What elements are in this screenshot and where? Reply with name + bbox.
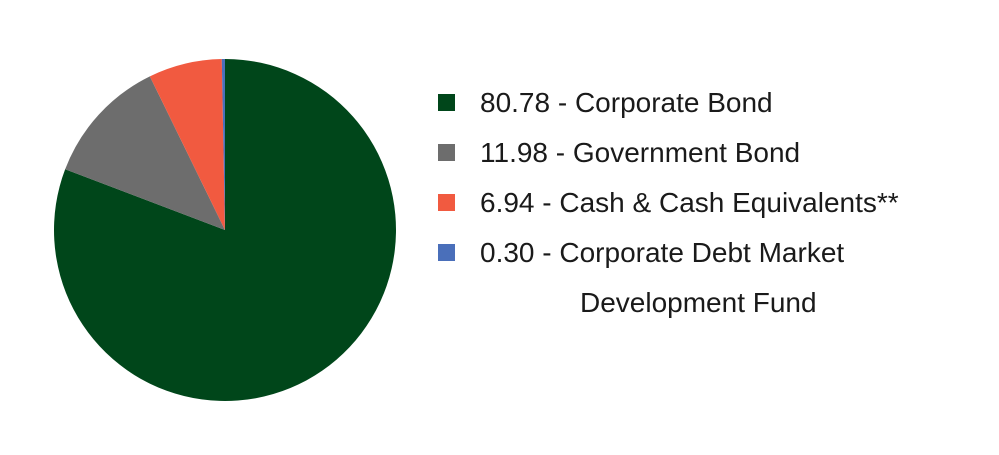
legend-label: 80.78 - Corporate Bond <box>480 87 773 118</box>
legend-item: 11.98 - Government Bond <box>438 128 968 178</box>
legend-label: 11.98 - Government Bond <box>480 137 801 168</box>
pie-slice <box>53 59 397 401</box>
pie-slice <box>65 76 225 230</box>
legend-item: 6.94 - Cash & Cash Equivalents** <box>438 178 968 228</box>
pie-slice <box>221 59 225 230</box>
legend-swatch <box>438 144 455 161</box>
legend-label: 0.30 - Corporate Debt Market Development… <box>480 237 845 318</box>
legend-item: 80.78 - Corporate Bond <box>438 78 968 128</box>
legend-swatch <box>438 194 455 211</box>
legend-swatch <box>438 94 455 111</box>
legend-label: 6.94 - Cash & Cash Equivalents** <box>480 187 899 218</box>
legend-item: 0.30 - Corporate Debt Market Development… <box>438 228 968 328</box>
legend: 80.78 - Corporate Bond 11.98 - Government… <box>438 78 968 328</box>
legend-swatch <box>438 244 455 261</box>
pie-slice <box>149 59 225 230</box>
